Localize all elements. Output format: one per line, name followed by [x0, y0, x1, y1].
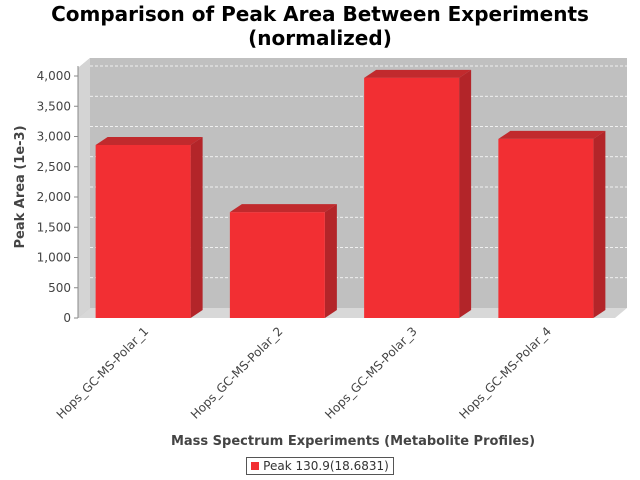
x-tick-label: Hops_GC-MS-Polar_2: [188, 324, 286, 422]
bar-side: [190, 136, 203, 318]
bar-side: [459, 69, 472, 318]
bar-front: [498, 138, 594, 318]
bar-top: [95, 136, 203, 145]
plot-floor: [78, 308, 627, 318]
bar-front: [364, 77, 460, 318]
bars: [95, 69, 606, 318]
x-tick-label: Hops_GC-MS-Polar_1: [54, 324, 152, 422]
y-tick-label: 3,500: [37, 99, 71, 113]
y-tick-label: 2,000: [37, 190, 71, 204]
plot-side-wall: [78, 58, 90, 318]
legend-swatch: [251, 462, 260, 470]
legend-label: Peak 130.9(18.6831): [263, 459, 389, 473]
x-axis-label: Mass Spectrum Experiments (Metabolite Pr…: [171, 434, 535, 449]
bar-side: [324, 204, 337, 318]
bar: [364, 69, 472, 318]
bar-top: [498, 130, 606, 139]
y-axis: 0 500 1,000 1,500 2,000 2,500 3,000 3,500 4,000: [37, 66, 79, 325]
y-tick-label: 1,500: [37, 220, 71, 234]
y-tick-label: 500: [48, 281, 71, 295]
bar-front: [95, 144, 191, 318]
bar: [229, 204, 337, 318]
bar-top: [364, 69, 472, 78]
bar-top: [229, 204, 337, 213]
bar-side: [593, 130, 606, 318]
chart-title-line-1: Comparison of Peak Area Between Experime…: [51, 2, 589, 26]
x-tick-label: Hops_GC-MS-Polar_3: [322, 324, 420, 422]
legend-item: Peak 130.9(18.6831): [246, 457, 394, 475]
bar: [95, 136, 203, 318]
y-tick-label: 4,000: [37, 69, 71, 83]
bar: [498, 130, 606, 318]
y-tick-label: 3,000: [37, 130, 71, 144]
chart-title: Comparison of Peak Area Between Experime…: [0, 2, 640, 50]
legend: Peak 130.9(18.6831): [0, 457, 640, 475]
y-axis-label: Peak Area (1e-3): [13, 125, 28, 248]
y-tick-label: 2,500: [37, 160, 71, 174]
chart-title-line-2: (normalized): [248, 26, 392, 50]
x-axis: Hops_GC-MS-Polar_1 Hops_GC-MS-Polar_2 Hops…: [54, 324, 554, 422]
y-tick-label: 0: [63, 311, 71, 325]
y-tick-label: 1,000: [37, 251, 71, 265]
x-tick-label: Hops_GC-MS-Polar_4: [456, 324, 554, 422]
bar-front: [229, 212, 325, 318]
